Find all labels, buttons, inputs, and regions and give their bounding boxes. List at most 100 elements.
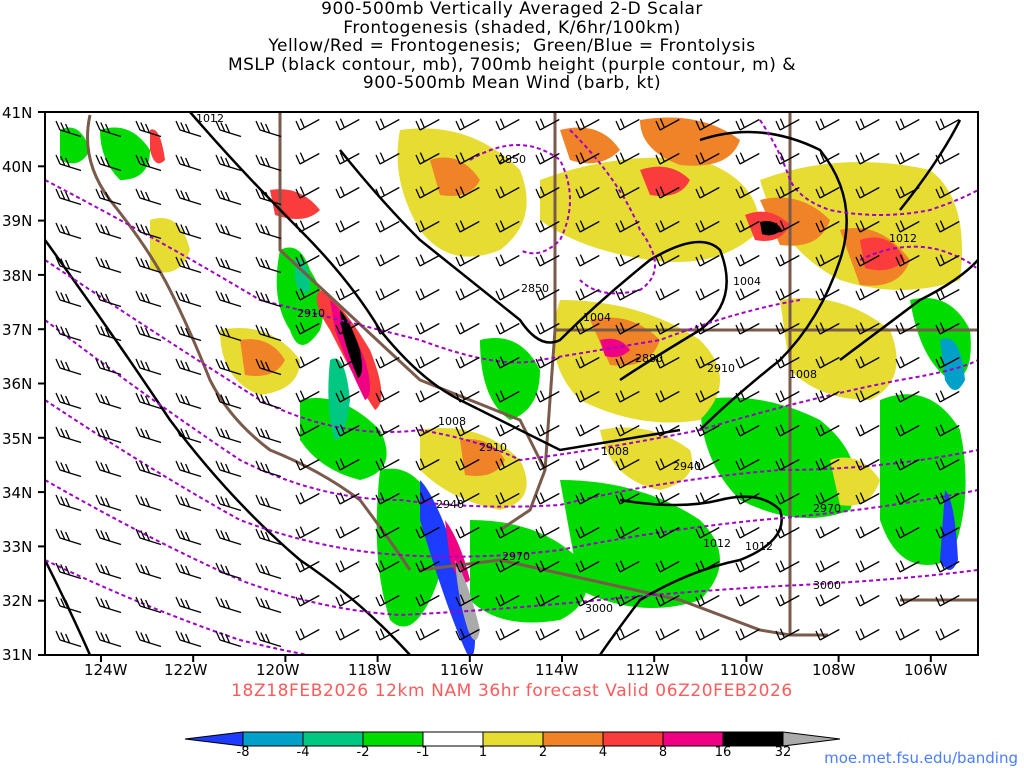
wind-barb — [375, 492, 400, 505]
wind-barb — [335, 356, 360, 369]
wind-barb — [455, 322, 480, 335]
wind-barb — [535, 118, 560, 131]
wind-barb — [855, 458, 880, 471]
mslp-label: 1004 — [733, 275, 761, 288]
wind-barb — [455, 594, 480, 607]
lat-label: 34N — [2, 484, 33, 502]
wind-barb — [415, 186, 440, 199]
wind-barb — [375, 424, 400, 437]
wind-barb — [895, 458, 920, 471]
wind-barb — [935, 560, 960, 573]
wind-barb — [135, 528, 162, 546]
wind-barb — [695, 424, 720, 437]
wind-barb — [855, 288, 880, 301]
wind-barb — [695, 322, 720, 335]
wind-barb — [55, 188, 82, 206]
wind-barb — [655, 424, 680, 437]
wind-barb — [615, 220, 640, 233]
title-line-2: Frontogenesis (shaded, K/6hr/100km) — [343, 17, 681, 38]
wind-barb — [815, 560, 840, 573]
title-line-1: 900-500mb Vertically Averaged 2-D Scalar — [321, 0, 703, 19]
wind-barb — [535, 288, 560, 301]
height-label: 2850 — [498, 153, 526, 166]
wind-barb — [415, 220, 440, 233]
wind-barb — [415, 152, 440, 165]
wind-barb — [815, 594, 840, 607]
wind-barb — [455, 220, 480, 233]
wind-barb — [775, 526, 800, 539]
wind-barb — [95, 154, 122, 172]
wind-barb — [535, 186, 560, 199]
wind-barb — [215, 630, 242, 648]
colorbar-seg — [482, 731, 544, 747]
wind-barb — [175, 324, 202, 342]
wind-barb — [215, 154, 242, 172]
wind-barb — [255, 256, 282, 274]
wind-barb — [735, 526, 760, 539]
wind-barb — [535, 594, 560, 607]
wind-barb — [295, 560, 320, 573]
mslp-label: 1008 — [438, 415, 466, 428]
wind-barb — [215, 256, 242, 274]
wind-barb — [815, 356, 840, 369]
colorbar-seg — [242, 731, 304, 747]
wind-barb — [855, 424, 880, 437]
wind-barb — [935, 390, 960, 403]
wind-barb — [295, 254, 320, 267]
wind-barb — [535, 390, 560, 403]
wind-barb — [335, 628, 360, 641]
title-line-3: Yellow/Red = Frontogenesis; Green/Blue =… — [268, 36, 756, 56]
wind-barb — [735, 424, 760, 437]
wind-barb — [55, 392, 82, 410]
wind-barb — [455, 560, 480, 573]
lon-label: 118W — [348, 661, 392, 679]
wind-barb — [615, 390, 640, 403]
wind-barb — [215, 324, 242, 342]
wind-barb — [215, 188, 242, 206]
wind-barb — [175, 528, 202, 546]
wind-barb — [775, 424, 800, 437]
wind-barb — [335, 152, 360, 165]
wind-barb — [695, 254, 720, 267]
lon-label: 112W — [626, 661, 670, 679]
wind-barb — [295, 152, 320, 165]
wind-barb — [735, 254, 760, 267]
wind-barb — [175, 120, 202, 138]
wind-barb — [495, 594, 520, 607]
lat-label: 35N — [2, 430, 33, 448]
wind-barb — [855, 628, 880, 641]
wind-barb — [895, 152, 920, 165]
wind-barb — [775, 288, 800, 301]
wind-barb — [735, 390, 760, 403]
wind-barb — [455, 152, 480, 165]
wind-barb — [335, 492, 360, 505]
wind-barb — [335, 118, 360, 131]
wind-barb — [215, 222, 242, 240]
mslp-label: 1004 — [583, 311, 611, 324]
wind-barb — [215, 596, 242, 614]
wind-barb — [95, 596, 122, 614]
wind-barb — [135, 188, 162, 206]
wind-barb — [735, 356, 760, 369]
wind-barb — [695, 356, 720, 369]
wind-barb — [735, 492, 760, 505]
wind-barb — [455, 424, 480, 437]
wind-barb — [375, 288, 400, 301]
wind-barb — [855, 594, 880, 607]
lon-label: 122W — [164, 661, 208, 679]
wind-barb — [335, 526, 360, 539]
wind-barb — [295, 526, 320, 539]
wind-barb — [895, 560, 920, 573]
wind-barb — [95, 358, 122, 376]
credit-link[interactable]: moe.met.fsu.edu/banding — [824, 749, 1018, 767]
wind-barb — [95, 222, 122, 240]
axis-ticks — [38, 111, 932, 662]
wind-barb — [495, 458, 520, 471]
wind-barb — [175, 188, 202, 206]
wind-barb — [895, 322, 920, 335]
wind-barb — [55, 426, 82, 444]
colorbar-label: 1 — [478, 745, 488, 760]
wind-barb — [895, 526, 920, 539]
wind-barb — [135, 120, 162, 138]
